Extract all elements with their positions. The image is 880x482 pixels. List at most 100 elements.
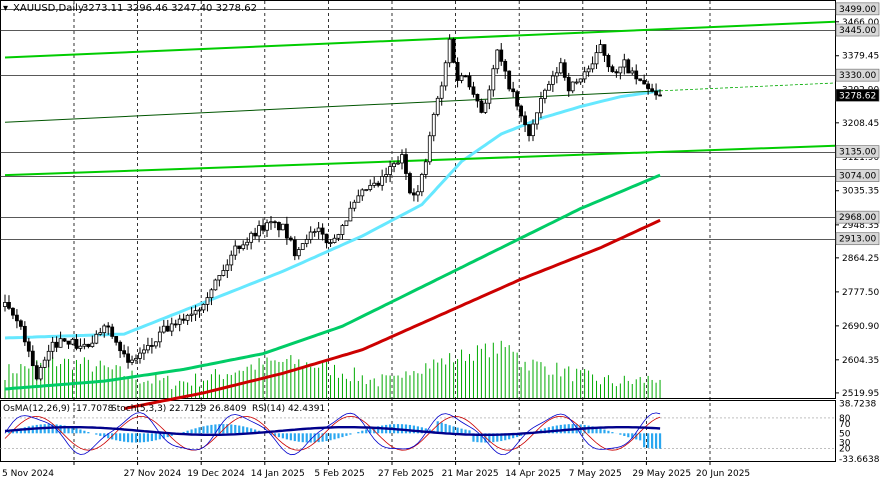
candle-body <box>535 112 539 125</box>
level-label: 3074.00 <box>839 172 876 182</box>
candle-body <box>523 115 527 125</box>
candle-body <box>626 59 631 74</box>
candle <box>431 112 436 142</box>
candle <box>304 234 309 248</box>
channel-line <box>4 144 836 177</box>
candle-body <box>106 325 111 328</box>
candle <box>288 235 293 242</box>
candle-body <box>249 232 254 243</box>
candle-body <box>451 38 456 63</box>
price-tick-label: 3035.35 <box>842 187 879 197</box>
candle-body <box>26 341 31 352</box>
candle <box>527 124 531 142</box>
candle-body <box>356 195 361 203</box>
candle <box>94 330 99 345</box>
candle <box>54 336 59 353</box>
candle-body <box>412 192 416 196</box>
candle-body <box>550 75 555 85</box>
candle <box>562 59 567 81</box>
candle-body <box>237 245 242 249</box>
candle <box>483 99 488 114</box>
candle-body <box>467 75 472 88</box>
candle <box>554 67 559 84</box>
candle-body <box>94 333 99 344</box>
candle <box>193 305 198 322</box>
horizontal-level-lines <box>0 9 835 240</box>
candle <box>189 307 194 322</box>
candle-body <box>332 237 337 243</box>
channel-line <box>4 20 836 59</box>
candle <box>205 292 210 312</box>
candle-body <box>483 102 488 113</box>
candle-body <box>392 163 396 167</box>
level-label-box <box>835 23 880 37</box>
candle <box>578 78 583 85</box>
candle <box>138 347 142 364</box>
candle-body <box>360 189 365 197</box>
rsi-label: RSI(14) 42.4391 <box>252 404 325 414</box>
candle <box>11 307 15 320</box>
candle <box>646 80 651 95</box>
candle <box>594 44 599 69</box>
candle <box>22 321 27 346</box>
candle-body <box>348 207 353 222</box>
candle-body <box>280 223 285 231</box>
candle-body <box>273 221 277 224</box>
level-label: 2968.00 <box>839 213 876 223</box>
candle-body <box>586 68 591 73</box>
candle <box>308 226 313 244</box>
candle <box>165 319 170 332</box>
channel-line <box>4 90 661 123</box>
candle <box>586 65 591 77</box>
candle <box>487 85 492 110</box>
candle <box>400 149 404 170</box>
candle <box>58 331 63 348</box>
candle-body <box>34 365 39 380</box>
candle-body <box>15 314 19 322</box>
candle <box>110 323 115 339</box>
candle <box>404 148 408 181</box>
candle-body <box>142 349 146 354</box>
candle <box>376 180 381 188</box>
candle <box>558 57 563 75</box>
candle <box>392 161 396 173</box>
candle-body <box>288 237 293 241</box>
candle <box>638 78 643 82</box>
candle-body <box>404 154 408 174</box>
date-tick-label: 20 Jun 2025 <box>696 469 750 479</box>
candle-body <box>110 326 115 337</box>
candle-body <box>38 367 43 380</box>
candle-body <box>630 70 635 74</box>
candle <box>18 319 23 330</box>
candle-body <box>336 234 341 239</box>
date-tick-label: 14 Apr 2025 <box>505 469 561 479</box>
candle <box>98 327 103 336</box>
candle-body <box>344 220 349 226</box>
candle <box>384 167 389 183</box>
candle <box>90 335 95 348</box>
candle-body <box>114 336 119 343</box>
candle-body <box>658 94 662 97</box>
candle-body <box>257 225 261 237</box>
candle <box>296 247 301 260</box>
candle <box>316 221 321 240</box>
candle-body <box>439 85 444 99</box>
candle <box>539 91 543 119</box>
candle <box>614 69 619 78</box>
candle <box>570 81 575 94</box>
candlesticks <box>3 34 662 381</box>
candle <box>634 64 639 85</box>
candle <box>225 259 230 278</box>
candle <box>173 319 178 328</box>
candle-body <box>515 91 520 107</box>
candle-body <box>169 323 174 332</box>
osma-label: OsMA(12,26,9) -17.7078 <box>3 404 114 414</box>
candle-body <box>614 71 619 74</box>
date-tick-label: 27 Nov 2024 <box>124 469 182 479</box>
candle-body <box>384 174 389 177</box>
candle-body <box>50 341 55 352</box>
candle-body <box>654 90 658 96</box>
candle-body <box>193 310 198 315</box>
candle <box>415 185 420 202</box>
candle <box>499 43 504 66</box>
